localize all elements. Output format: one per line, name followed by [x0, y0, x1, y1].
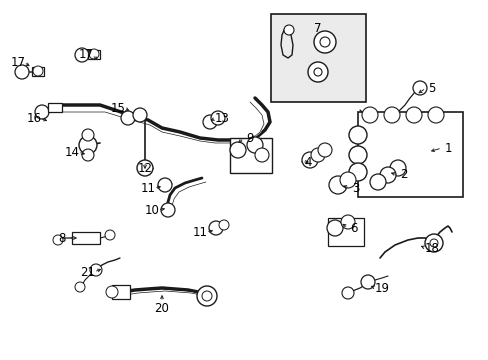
Circle shape: [254, 148, 268, 162]
Circle shape: [284, 25, 293, 35]
Circle shape: [219, 220, 228, 230]
Circle shape: [307, 62, 327, 82]
Circle shape: [379, 167, 395, 183]
Circle shape: [89, 49, 99, 59]
Circle shape: [360, 275, 374, 289]
Text: 8: 8: [58, 231, 65, 244]
Circle shape: [389, 160, 405, 176]
Text: 13: 13: [214, 112, 229, 125]
Circle shape: [137, 160, 153, 176]
Circle shape: [75, 282, 85, 292]
Text: 6: 6: [349, 221, 357, 234]
Circle shape: [121, 111, 135, 125]
Bar: [229, 138, 271, 173]
Circle shape: [90, 264, 102, 276]
Circle shape: [317, 143, 331, 157]
Text: 20: 20: [154, 302, 169, 315]
Circle shape: [202, 291, 212, 301]
Text: 4: 4: [304, 156, 311, 168]
Circle shape: [326, 220, 342, 236]
Circle shape: [161, 203, 175, 217]
Circle shape: [405, 107, 421, 123]
Circle shape: [203, 115, 217, 129]
Circle shape: [429, 239, 437, 247]
Circle shape: [302, 152, 317, 168]
Circle shape: [210, 111, 224, 125]
Circle shape: [79, 136, 97, 154]
Text: 11: 11: [192, 225, 207, 238]
Circle shape: [53, 235, 63, 245]
Circle shape: [33, 66, 43, 76]
Text: 16: 16: [26, 112, 41, 125]
Text: 17: 17: [79, 49, 93, 62]
Text: 11: 11: [140, 181, 155, 194]
Circle shape: [412, 81, 426, 95]
Bar: [48, 103, 62, 112]
Text: 17: 17: [10, 55, 25, 68]
Circle shape: [348, 146, 366, 164]
Bar: [357, 112, 462, 197]
Circle shape: [348, 126, 366, 144]
Text: 15: 15: [110, 102, 125, 114]
Circle shape: [82, 149, 94, 161]
Text: 21: 21: [81, 266, 95, 279]
Bar: [112, 285, 130, 299]
Circle shape: [208, 221, 223, 235]
Bar: [72, 232, 100, 244]
Circle shape: [340, 215, 354, 229]
Text: 5: 5: [427, 81, 435, 94]
Circle shape: [328, 176, 346, 194]
Circle shape: [133, 108, 147, 122]
Circle shape: [15, 65, 29, 79]
Circle shape: [229, 142, 245, 158]
Circle shape: [427, 107, 443, 123]
Text: 2: 2: [400, 168, 407, 181]
Circle shape: [105, 230, 115, 240]
Circle shape: [313, 68, 321, 76]
Circle shape: [246, 137, 263, 153]
Text: 7: 7: [314, 22, 321, 35]
Text: 14: 14: [64, 145, 80, 158]
Circle shape: [197, 286, 217, 306]
Circle shape: [319, 37, 329, 47]
Circle shape: [339, 172, 355, 188]
Circle shape: [361, 107, 377, 123]
Circle shape: [82, 129, 94, 141]
Circle shape: [383, 107, 399, 123]
Circle shape: [348, 163, 366, 181]
Bar: [270, 14, 365, 102]
Circle shape: [310, 148, 325, 162]
Text: 18: 18: [424, 242, 439, 255]
Text: 19: 19: [374, 282, 389, 294]
Circle shape: [424, 234, 442, 252]
Text: 3: 3: [351, 181, 359, 194]
Text: 9: 9: [246, 131, 253, 144]
Bar: [327, 218, 363, 246]
Text: 12: 12: [137, 162, 152, 175]
Bar: [32, 67, 44, 76]
Circle shape: [35, 105, 49, 119]
Circle shape: [106, 286, 118, 298]
Bar: [88, 50, 100, 59]
Circle shape: [75, 48, 89, 62]
Text: 1: 1: [443, 141, 451, 154]
Text: 10: 10: [144, 203, 159, 216]
Circle shape: [313, 31, 335, 53]
Circle shape: [158, 178, 172, 192]
Circle shape: [369, 174, 385, 190]
Circle shape: [341, 287, 353, 299]
